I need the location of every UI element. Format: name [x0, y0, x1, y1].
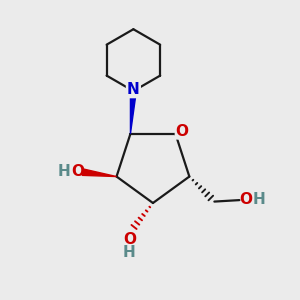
Text: H: H	[58, 164, 71, 179]
Text: N: N	[127, 82, 140, 97]
Text: O: O	[123, 232, 136, 247]
Text: O: O	[71, 164, 84, 179]
Polygon shape	[82, 169, 116, 177]
Text: H: H	[123, 245, 136, 260]
Text: O: O	[239, 192, 252, 207]
Text: O: O	[176, 124, 188, 139]
Polygon shape	[130, 91, 136, 134]
Text: H: H	[252, 192, 265, 207]
